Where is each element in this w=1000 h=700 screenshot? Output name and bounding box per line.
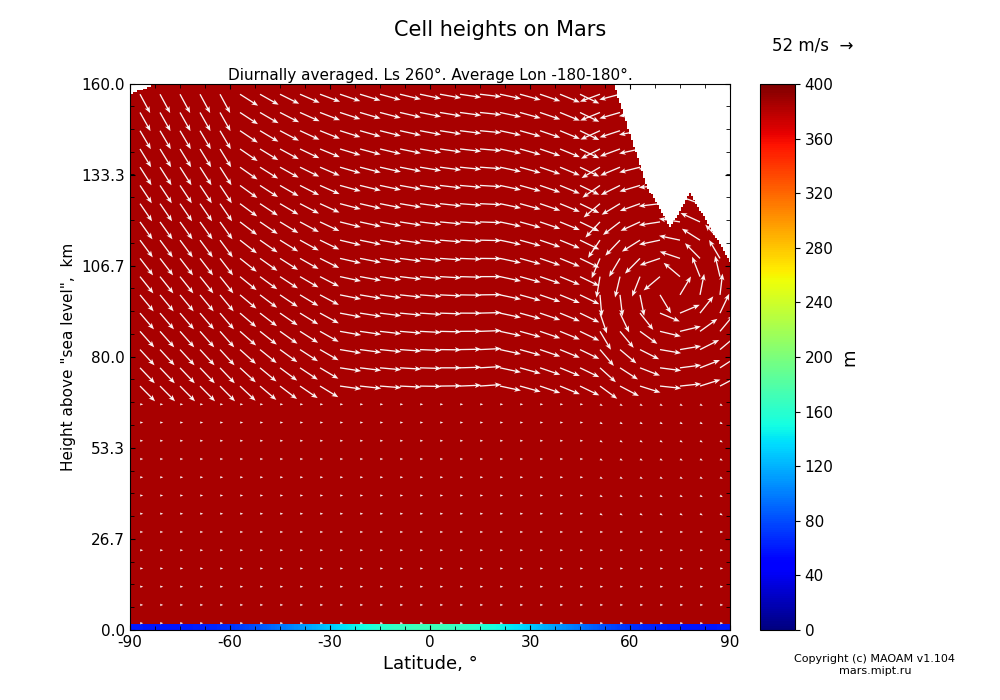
Text: 52 m/s  →: 52 m/s → [772, 36, 853, 55]
Text: Copyright (c) MAOAM v1.104
mars.mipt.ru: Copyright (c) MAOAM v1.104 mars.mipt.ru [794, 654, 956, 676]
Title: Diurnally averaged. Ls 260°. Average Lon -180-180°.: Diurnally averaged. Ls 260°. Average Lon… [228, 68, 632, 83]
Text: Cell heights on Mars: Cell heights on Mars [394, 20, 606, 40]
Y-axis label: Height above "sea level",  km: Height above "sea level", km [61, 243, 76, 471]
Y-axis label: m: m [841, 349, 859, 365]
X-axis label: Latitude, °: Latitude, ° [383, 655, 477, 673]
